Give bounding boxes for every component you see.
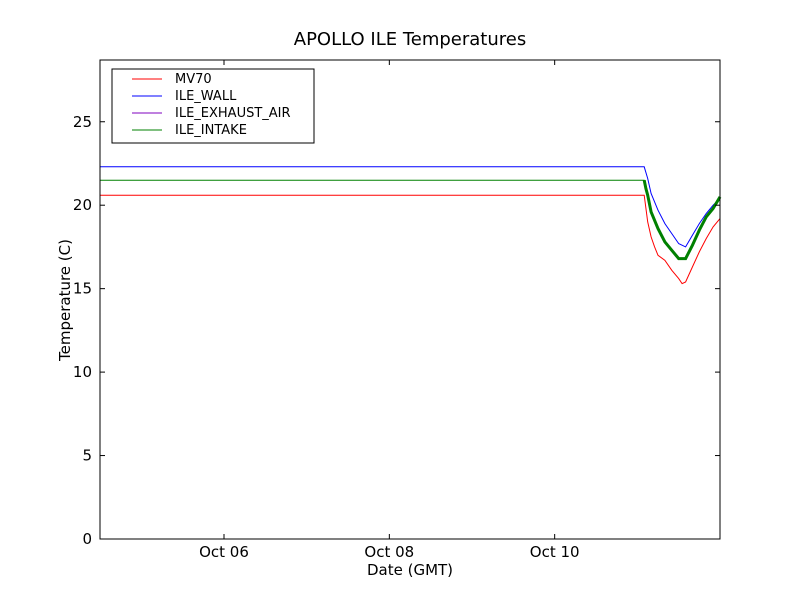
legend-label: ILE_EXHAUST_AIR — [175, 106, 291, 121]
series-line-ile-wall — [100, 166, 721, 248]
y-tick-label: 10 — [73, 363, 92, 381]
y-tick-label: 0 — [82, 530, 92, 548]
legend-label: ILE_WALL — [175, 89, 237, 104]
plot-area: 0 5 10 15 20 25 Oct 06 Oct 08 Oct 10 — [73, 59, 722, 561]
y-tick-label: 25 — [73, 113, 92, 131]
legend-label: ILE_INTAKE — [175, 123, 247, 138]
axis-ticks: 0 5 10 15 20 25 Oct 06 Oct 08 Oct 10 — [73, 60, 720, 561]
series-line-mv70 — [100, 194, 721, 285]
legend: MV70 ILE_WALL ILE_EXHAUST_AIR ILE_INTAKE — [111, 68, 315, 144]
y-tick-label: 20 — [73, 196, 92, 214]
series-line-ile-intake-noisy — [642, 179, 722, 261]
legend-label: MV70 — [175, 72, 212, 87]
x-tick-label: Oct 06 — [199, 543, 249, 561]
legend-entries: MV70 ILE_WALL ILE_EXHAUST_AIR ILE_INTAKE — [132, 72, 291, 138]
series-lines — [100, 166, 722, 285]
y-tick-label: 5 — [82, 447, 92, 465]
chart-title: APOLLO ILE Temperatures — [294, 29, 526, 50]
y-tick-label: 15 — [73, 280, 92, 298]
x-tick-label: Oct 10 — [530, 543, 580, 561]
x-tick-label: Oct 08 — [364, 543, 414, 561]
x-axis-label: Date (GMT) — [367, 561, 453, 579]
plot-frame — [99, 59, 721, 540]
legend-box — [111, 68, 315, 144]
y-axis-label: Temperature (C) — [56, 239, 74, 362]
